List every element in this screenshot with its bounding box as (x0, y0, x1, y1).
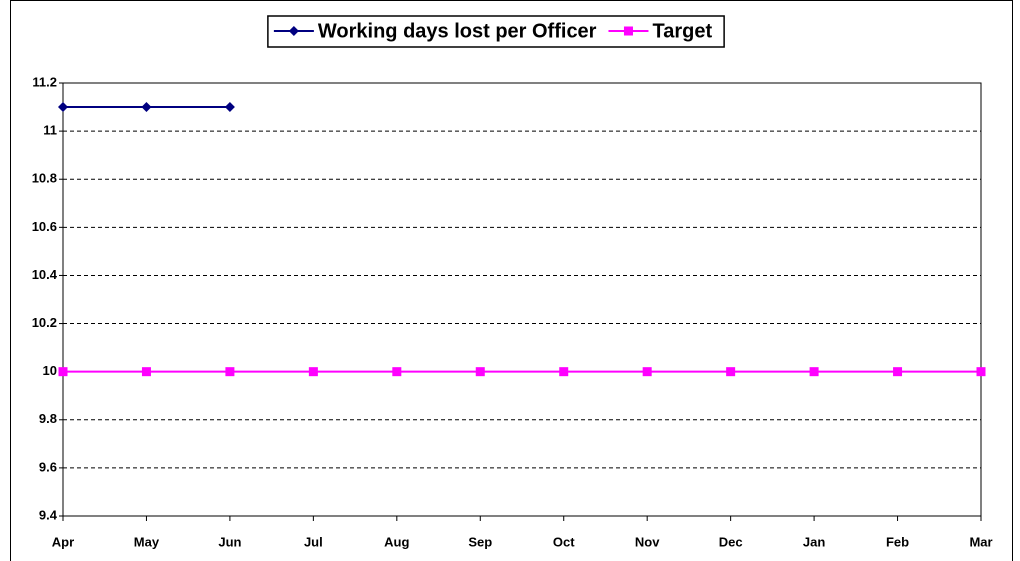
x-tick-label: May (134, 534, 160, 549)
y-tick-label: 9.4 (39, 507, 58, 522)
marker (308, 367, 318, 377)
x-tick-label: Aug (384, 534, 409, 549)
y-tick-label: 11 (43, 123, 57, 138)
x-tick-label: Jan (803, 534, 825, 549)
legend-item: Target (608, 20, 712, 42)
y-tick-label: 10.2 (32, 315, 57, 330)
marker (392, 367, 402, 377)
y-tick-label: 11.2 (32, 74, 57, 89)
x-tick-label: Mar (969, 534, 992, 549)
x-tick-label: Jul (304, 534, 323, 549)
x-tick-label: Oct (553, 534, 575, 549)
marker (225, 367, 235, 377)
y-tick-label: 10 (43, 363, 57, 378)
marker (623, 26, 633, 36)
legend-item: Working days lost per Officer (273, 20, 597, 42)
y-tick-label: 10.6 (32, 219, 57, 234)
y-tick-label: 10.4 (32, 267, 58, 282)
marker (141, 367, 151, 377)
marker (893, 367, 903, 377)
x-tick-label: Feb (886, 534, 909, 549)
y-tick-label: 10.8 (32, 171, 57, 186)
marker (224, 102, 235, 113)
marker (475, 367, 485, 377)
marker (809, 367, 819, 377)
x-tick-label: Jun (218, 534, 241, 549)
marker (976, 367, 986, 377)
legend-label: Target (652, 20, 712, 42)
chart-frame (10, 0, 1013, 561)
marker (141, 102, 152, 113)
plot-area (62, 82, 982, 517)
x-tick-label: Apr (52, 534, 74, 549)
marker (58, 102, 68, 113)
marker (288, 26, 299, 36)
marker (642, 367, 652, 377)
marker (726, 367, 736, 377)
x-tick-label: Nov (635, 534, 660, 549)
marker (58, 367, 68, 377)
legend-label: Working days lost per Officer (318, 20, 597, 42)
y-tick-label: 9.6 (39, 459, 57, 474)
y-tick-label: 9.8 (39, 411, 57, 426)
legend: Working days lost per Officer Target (267, 15, 725, 48)
marker (559, 367, 569, 377)
x-tick-label: Sep (468, 534, 492, 549)
x-tick-label: Dec (719, 534, 743, 549)
